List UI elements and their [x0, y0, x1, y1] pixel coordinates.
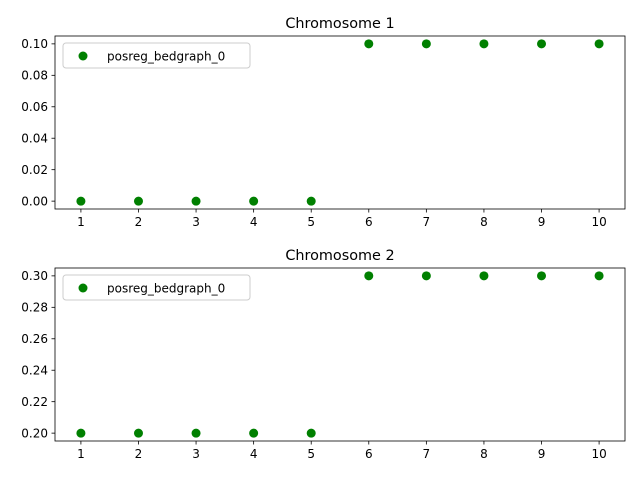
x-tick-label: 6: [365, 215, 373, 229]
x-tick-label: 10: [591, 447, 606, 461]
data-point: [306, 428, 316, 438]
data-point: [364, 271, 374, 281]
y-tick-label: 0.06: [21, 100, 48, 114]
plot-frame: [54, 35, 626, 210]
y-tick-label: 0.08: [21, 69, 48, 83]
x-tick-label: 10: [591, 215, 606, 229]
x-tick-label: 9: [538, 215, 546, 229]
y-tick-label: 0.10: [21, 37, 48, 51]
data-point: [479, 39, 489, 49]
x-tick-label: 1: [77, 447, 85, 461]
x-tick-label: 7: [423, 215, 431, 229]
y-tick-label: 0.20: [21, 426, 48, 440]
data-point: [133, 196, 143, 206]
x-tick-label: 4: [250, 447, 258, 461]
y-tick-label: 0.26: [21, 332, 48, 346]
x-tick-label: 2: [135, 215, 143, 229]
x-tick-label: 7: [423, 447, 431, 461]
y-tick-label: 0.22: [21, 395, 48, 409]
data-point: [537, 271, 547, 281]
data-point: [249, 196, 259, 206]
legend-label: posreg_bedgraph_0: [107, 50, 225, 64]
data-point: [76, 428, 86, 438]
data-point: [421, 271, 431, 281]
legend-box: [62, 274, 251, 301]
chart-panel-chromosome-2: Chromosome 2 1 2 3 4 5 6 7 8 9 10 0.20 0.22 0.24 0.26…: [21, 248, 626, 461]
x-tick-label: 8: [480, 215, 488, 229]
plot-frame: [54, 267, 626, 442]
x-tick-label: 9: [538, 447, 546, 461]
data-point: [191, 196, 201, 206]
x-tick-label: 3: [192, 447, 200, 461]
x-tick-label: 3: [192, 215, 200, 229]
data-point: [306, 196, 316, 206]
y-tick-label: 0.02: [21, 163, 48, 177]
x-tick-label: 5: [307, 447, 315, 461]
y-tick-label: 0.00: [21, 194, 48, 208]
legend-marker: [78, 283, 88, 293]
data-point: [421, 39, 431, 49]
x-tick-label: 5: [307, 215, 315, 229]
data-point: [479, 271, 489, 281]
y-tick-label: 0.04: [21, 132, 48, 146]
data-point: [76, 196, 86, 206]
data-point: [191, 428, 201, 438]
chart-title: Chromosome 1: [285, 16, 394, 32]
x-tick-label: 1: [77, 215, 85, 229]
legend-box: [62, 42, 251, 69]
data-point: [537, 39, 547, 49]
data-point: [594, 39, 604, 49]
legend-marker: [78, 51, 88, 61]
y-tick-label: 0.24: [21, 364, 48, 378]
y-tick-label: 0.28: [21, 301, 48, 315]
data-point: [249, 428, 259, 438]
data-point: [364, 39, 374, 49]
x-tick-label: 8: [480, 447, 488, 461]
x-tick-label: 6: [365, 447, 373, 461]
chart-title: Chromosome 2: [285, 248, 394, 264]
x-tick-label: 2: [135, 447, 143, 461]
data-point: [133, 428, 143, 438]
y-tick-label: 0.30: [21, 269, 48, 283]
x-tick-label: 4: [250, 215, 258, 229]
data-point: [594, 271, 604, 281]
chart-panel-chromosome-1: Chromosome 1 1 2 3 4 5 6 7 8 9 10 0.00 0.02 0.04 0.06…: [21, 16, 626, 229]
legend-label: posreg_bedgraph_0: [107, 282, 225, 296]
